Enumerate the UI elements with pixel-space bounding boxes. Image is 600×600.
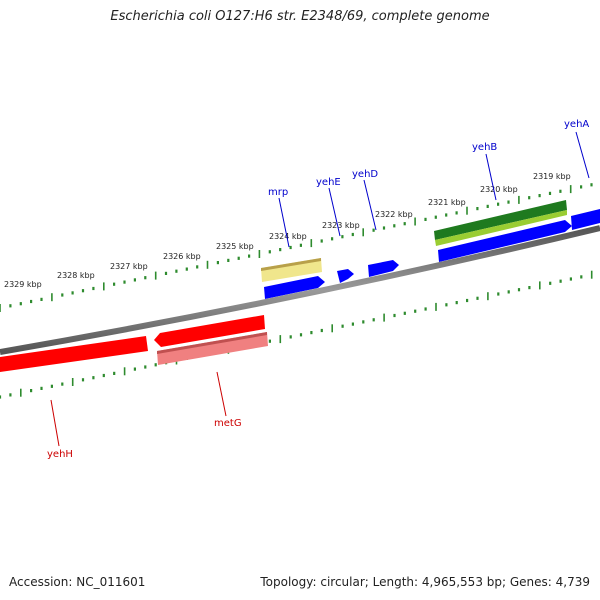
- scale-label: 2329 kbp: [4, 280, 42, 289]
- scale-label: 2319 kbp: [533, 172, 571, 181]
- genome-stats-label: Topology: circular; Length: 4,965,553 bp…: [260, 575, 590, 589]
- scale-label: 2328 kbp: [57, 271, 95, 280]
- forward-gene-yehE: [337, 269, 354, 283]
- light-green-feature: [435, 210, 567, 246]
- scale-label: 2324 kbp: [269, 232, 307, 241]
- map-title: Escherichia coli O127:H6 str. E2348/69, …: [110, 9, 490, 24]
- scale-label: 2321 kbp: [428, 198, 466, 207]
- gene-label-yehE: yehE: [316, 177, 341, 188]
- scale-label: 2326 kbp: [163, 252, 201, 261]
- accession-label: Accession: NC_011601: [9, 575, 146, 589]
- reverse-gene-labels: metG yehH: [47, 371, 242, 460]
- dark-green-feature: [434, 200, 567, 240]
- gene-label-yehB: yehB: [472, 142, 497, 153]
- gene-label-mrp: mrp: [268, 187, 288, 198]
- gene-label-yehH: yehH: [47, 449, 73, 460]
- gene-label-metG: metG: [214, 418, 242, 429]
- outer-scale-ticks: [0, 183, 593, 312]
- scale-label: 2320 kbp: [480, 185, 518, 194]
- scale-label: 2323 kbp: [322, 221, 360, 230]
- reverse-gene-metG-light: [157, 332, 268, 365]
- scale-labels: 2319 kbp 2320 kbp 2321 kbp 2322 kbp 2323…: [4, 172, 571, 289]
- forward-gene-mrp: [264, 276, 325, 299]
- genome-backbone: [0, 225, 600, 355]
- reverse-gene-metG-light-edge: [157, 332, 267, 354]
- forward-gene-yehD: [368, 260, 399, 277]
- khaki-feature-edge: [261, 258, 321, 271]
- forward-gene-labels: yehA yehB yehD yehE mrp: [268, 119, 590, 248]
- reverse-gene-metG: [154, 315, 265, 347]
- gene-label-yehD: yehD: [352, 169, 378, 180]
- scale-label: 2322 kbp: [375, 210, 413, 219]
- reverse-gene-yehH: [0, 336, 148, 372]
- khaki-feature: [261, 258, 322, 282]
- forward-gene-yehB: [438, 220, 572, 262]
- scale-label: 2327 kbp: [110, 262, 148, 271]
- scale-label: 2325 kbp: [216, 242, 254, 251]
- gene-label-yehA: yehA: [564, 119, 589, 130]
- forward-gene-yehA: [571, 209, 600, 230]
